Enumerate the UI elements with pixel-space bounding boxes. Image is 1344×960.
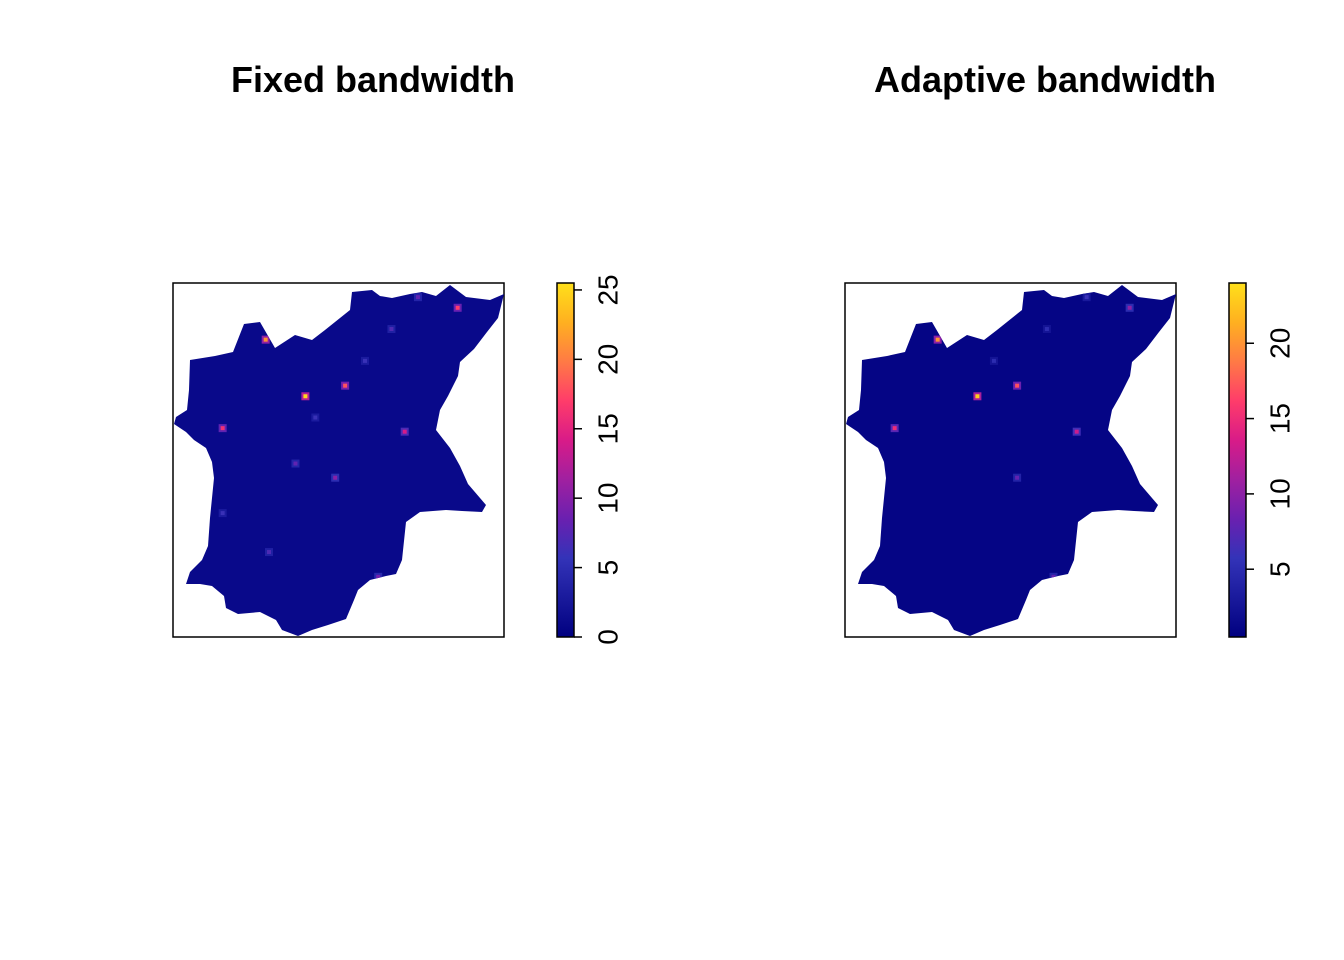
colorbar-axis: 0 5 10 15 20 25 bbox=[574, 274, 623, 645]
hotspot-cell bbox=[892, 426, 897, 431]
plot-title: Adaptive bandwidth bbox=[874, 59, 1216, 100]
hotspot-cell bbox=[991, 358, 996, 363]
hotspot-cell bbox=[263, 337, 268, 342]
hotspot-cell bbox=[402, 429, 407, 434]
hotspot-cell bbox=[415, 295, 420, 300]
hotspot-cell bbox=[935, 337, 940, 342]
hotspot-cell bbox=[1015, 383, 1020, 388]
hotspot-cell bbox=[1044, 327, 1049, 332]
colorbar bbox=[1228, 282, 1247, 638]
hotspot-layer bbox=[890, 293, 1134, 581]
colorbar-tick-label: 5 bbox=[1264, 561, 1295, 577]
hotspot-cell bbox=[362, 358, 367, 363]
colorbar bbox=[556, 282, 575, 638]
hotspot-cell bbox=[266, 550, 271, 555]
colorbar-axis: 5 10 15 20 bbox=[1246, 328, 1295, 577]
hotspot-cell bbox=[1074, 429, 1079, 434]
hotspot-cell bbox=[220, 511, 225, 516]
hotspot-cell bbox=[220, 426, 225, 431]
colorbar-tick-label: 5 bbox=[592, 560, 623, 576]
hotspot-cell bbox=[293, 461, 298, 466]
hotspot-cell bbox=[333, 475, 338, 480]
colorbar-tick-label: 20 bbox=[592, 344, 623, 375]
hotspot-cell bbox=[1127, 305, 1132, 310]
density-raster bbox=[846, 285, 1176, 636]
hotspot-cell bbox=[313, 415, 318, 420]
hotspot-cell bbox=[455, 305, 460, 310]
colorbar-tick-label: 10 bbox=[592, 483, 623, 514]
colorbar-tick-label: 15 bbox=[1264, 403, 1295, 434]
colorbar-tick-label: 20 bbox=[1264, 328, 1295, 359]
panel-adaptive-bandwidth: Adaptive bandwidth 5 10 15 20 bbox=[844, 59, 1295, 638]
hotspot-cell bbox=[389, 327, 394, 332]
hotspot-cell bbox=[303, 394, 308, 399]
hotspot-cell bbox=[376, 574, 381, 579]
region-fill bbox=[846, 285, 1176, 636]
region-fill bbox=[174, 285, 504, 636]
hotspot-cell bbox=[1051, 574, 1056, 579]
plot-title: Fixed bandwidth bbox=[231, 59, 515, 100]
density-raster bbox=[174, 285, 504, 636]
colorbar-tick-label: 15 bbox=[592, 413, 623, 444]
plot-frame bbox=[172, 282, 505, 638]
hotspot-cell bbox=[1084, 295, 1089, 300]
panel-fixed-bandwidth: Fixed bandwidth 0 5 10 15 20 25 bbox=[172, 59, 623, 645]
hotspot-cell bbox=[1015, 475, 1020, 480]
colorbar-tick-label: 25 bbox=[592, 274, 623, 305]
hotspot-cell bbox=[975, 394, 980, 399]
colorbar-tick-label: 0 bbox=[592, 629, 623, 645]
hotspot-layer bbox=[218, 293, 462, 581]
hotspot-cell bbox=[343, 383, 348, 388]
plot-frame bbox=[844, 282, 1177, 638]
colorbar-tick-label: 10 bbox=[1264, 478, 1295, 509]
